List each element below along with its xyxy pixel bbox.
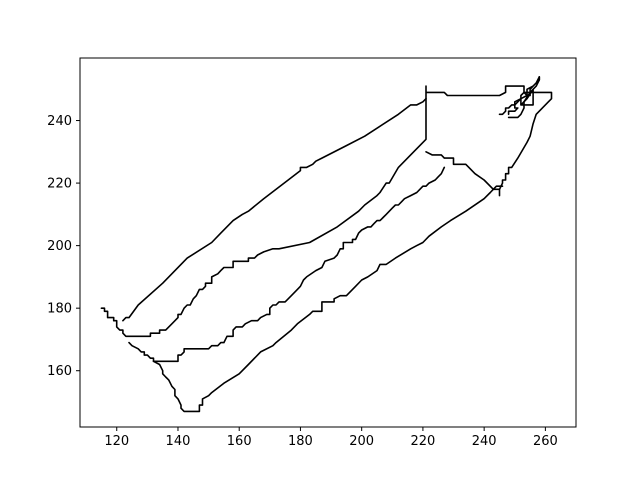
x-tick-label: 240 xyxy=(472,434,497,449)
series-line-5 xyxy=(425,151,501,197)
x-tick-label: 120 xyxy=(104,434,129,449)
series-layer xyxy=(100,76,553,413)
y-tick-label: 200 xyxy=(47,239,72,254)
series-line-2 xyxy=(122,97,427,322)
x-tick-label: 200 xyxy=(349,434,374,449)
series-line-7 xyxy=(498,76,541,119)
y-tick-label: 160 xyxy=(47,364,72,379)
x-axis-ticks: 120 140 160 180 200 220 240 260 xyxy=(104,427,558,449)
y-axis-ticks: 160 180 200 220 240 xyxy=(47,114,80,379)
x-tick-label: 260 xyxy=(533,434,558,449)
y-tick-label: 240 xyxy=(47,114,72,129)
y-tick-label: 220 xyxy=(47,177,72,192)
plot-frame xyxy=(79,57,577,428)
x-tick-label: 180 xyxy=(288,434,313,449)
x-tick-label: 140 xyxy=(166,434,191,449)
series-line-3 xyxy=(128,166,446,363)
series-line-1 xyxy=(100,85,553,338)
x-tick-label: 220 xyxy=(410,434,435,449)
y-tick-label: 180 xyxy=(47,302,72,317)
x-tick-label: 160 xyxy=(227,434,252,449)
series-line-4 xyxy=(152,185,504,413)
